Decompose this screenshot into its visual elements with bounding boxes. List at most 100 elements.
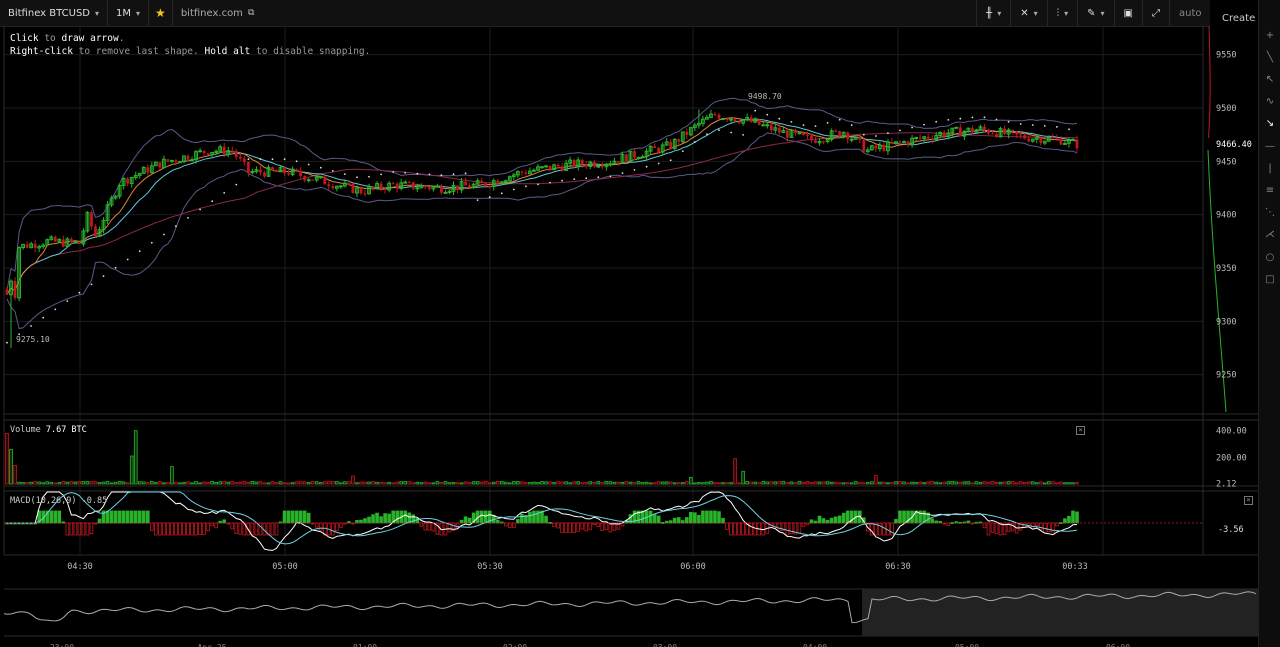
close-macd-icon[interactable]: × <box>1244 496 1253 505</box>
volume-bar <box>508 482 512 485</box>
volume-bar <box>882 481 886 485</box>
sar-dot <box>464 172 467 175</box>
symbol-selector[interactable]: Bitfinex BTCUSD ▾ <box>0 0 109 26</box>
volume-bar <box>817 481 822 485</box>
candle-body <box>532 169 536 172</box>
macd-histogram-bar <box>403 510 408 524</box>
candle-body <box>480 180 484 184</box>
sar-dot <box>307 163 310 166</box>
macd-histogram-bar <box>516 519 520 524</box>
favorite-button[interactable]: ★ <box>149 0 173 26</box>
macd-histogram-bar <box>363 518 367 524</box>
chart-type-button[interactable]: ╫ ▾ <box>976 0 1010 26</box>
indicators-button[interactable]: ✕ ▾ <box>1010 0 1046 26</box>
candle-body <box>287 173 290 175</box>
candle-body <box>496 180 500 184</box>
candle-body <box>709 113 713 118</box>
candle-body <box>677 139 681 142</box>
volume-bar <box>1006 481 1011 485</box>
volume-bar <box>918 481 922 485</box>
navigator: 23:00 Apr 25 01:00 02:00 03:00 04:00 05:00 06:0… <box>3 589 1258 647</box>
sar-dot <box>525 185 527 188</box>
macd-histogram-bar <box>693 512 697 524</box>
volume-bar <box>805 481 810 485</box>
candle-body <box>5 289 9 295</box>
price-tick-label: 9350 <box>1216 264 1236 274</box>
sar-dot <box>1043 125 1046 127</box>
fib-tool-icon[interactable]: ⋱ <box>1265 207 1275 218</box>
candle-body <box>846 132 850 140</box>
signal-line <box>7 491 1078 545</box>
volume-bar <box>998 481 1003 485</box>
volume-bar <box>238 481 243 485</box>
vertical-line-icon[interactable]: | <box>1268 163 1272 174</box>
curve-tool-icon[interactable]: ∿ <box>1265 96 1275 107</box>
volume-bar <box>1071 482 1075 485</box>
candle-body <box>1055 137 1059 139</box>
candle-body <box>918 137 922 139</box>
macd-histogram-bar <box>359 519 363 524</box>
volume-bar <box>21 482 25 485</box>
sar-dot <box>78 291 81 294</box>
sar-dot <box>271 158 274 161</box>
candle-body <box>568 159 573 164</box>
sar-dot <box>1019 123 1022 125</box>
candle-body <box>234 151 238 157</box>
source-link[interactable]: bitfinex.com ⧉ <box>173 0 263 26</box>
volume-bar <box>717 482 721 485</box>
studies-button[interactable]: ⫶ ▾ <box>1046 0 1078 26</box>
volume-bar <box>415 481 420 485</box>
horizontal-line-icon[interactable]: — <box>1265 141 1275 152</box>
settings-button[interactable]: ▣ <box>1113 0 1142 26</box>
macd-histogram-bar <box>194 522 198 536</box>
macd-histogram-bar <box>588 522 593 530</box>
volume-bar <box>97 482 102 485</box>
candle-body <box>669 141 673 149</box>
create-account-link[interactable]: Create Account <box>1222 13 1258 24</box>
crosshair-icon[interactable]: + <box>1265 30 1275 41</box>
channel-tool-icon[interactable]: ≡ <box>1265 185 1275 196</box>
macd-histogram-bar <box>902 510 906 524</box>
time-tick-label: 06:30 <box>885 562 911 572</box>
candle-body <box>680 131 685 143</box>
volume-bar <box>1043 482 1047 485</box>
macd-histogram-bar <box>53 510 58 524</box>
macd-histogram-bar <box>882 522 886 536</box>
draw-tool-button[interactable]: ✎ ▾ <box>1077 0 1113 26</box>
navigator-tick-label: 23:00 <box>50 643 74 647</box>
volume-bar <box>833 481 838 485</box>
auto-scale-button[interactable]: auto <box>1169 0 1210 26</box>
volume-bar <box>628 481 633 485</box>
timeframe-selector[interactable]: 1M ▾ <box>108 0 150 26</box>
macd-histogram-bar <box>572 522 576 533</box>
candle-body <box>753 119 758 123</box>
close-volume-icon[interactable]: × <box>1076 426 1085 435</box>
candle-body <box>817 140 822 144</box>
rectangle-tool-icon[interactable]: □ <box>1265 274 1275 285</box>
volume-bar <box>198 482 202 485</box>
line-tool-icon[interactable]: ╲ <box>1266 52 1274 63</box>
candle-body <box>906 141 910 145</box>
volume-bar <box>141 481 146 485</box>
arrow-tool-icon[interactable]: ↘ <box>1265 118 1275 129</box>
candle-body <box>620 154 625 164</box>
sar-dot <box>621 172 624 175</box>
volume-bar <box>978 481 983 485</box>
volume-bar <box>958 481 963 485</box>
fullscreen-button[interactable]: ⤢ <box>1142 0 1169 26</box>
macd-histogram-bar <box>528 511 532 524</box>
volume-bar <box>463 481 468 485</box>
ray-tool-icon[interactable]: ↖ <box>1265 74 1275 85</box>
volume-bar <box>467 482 472 485</box>
volume-bar <box>1018 481 1023 485</box>
candle-body <box>785 130 789 138</box>
macd-histogram-bar <box>713 510 717 524</box>
macd-histogram-bar <box>371 514 375 524</box>
volume-bar <box>616 481 621 485</box>
volume-bar <box>676 482 681 485</box>
sar-dot <box>223 192 226 194</box>
circle-tool-icon[interactable]: ○ <box>1265 252 1275 263</box>
volume-bar <box>680 482 685 485</box>
fan-tool-icon[interactable]: ⋌ <box>1265 229 1275 240</box>
